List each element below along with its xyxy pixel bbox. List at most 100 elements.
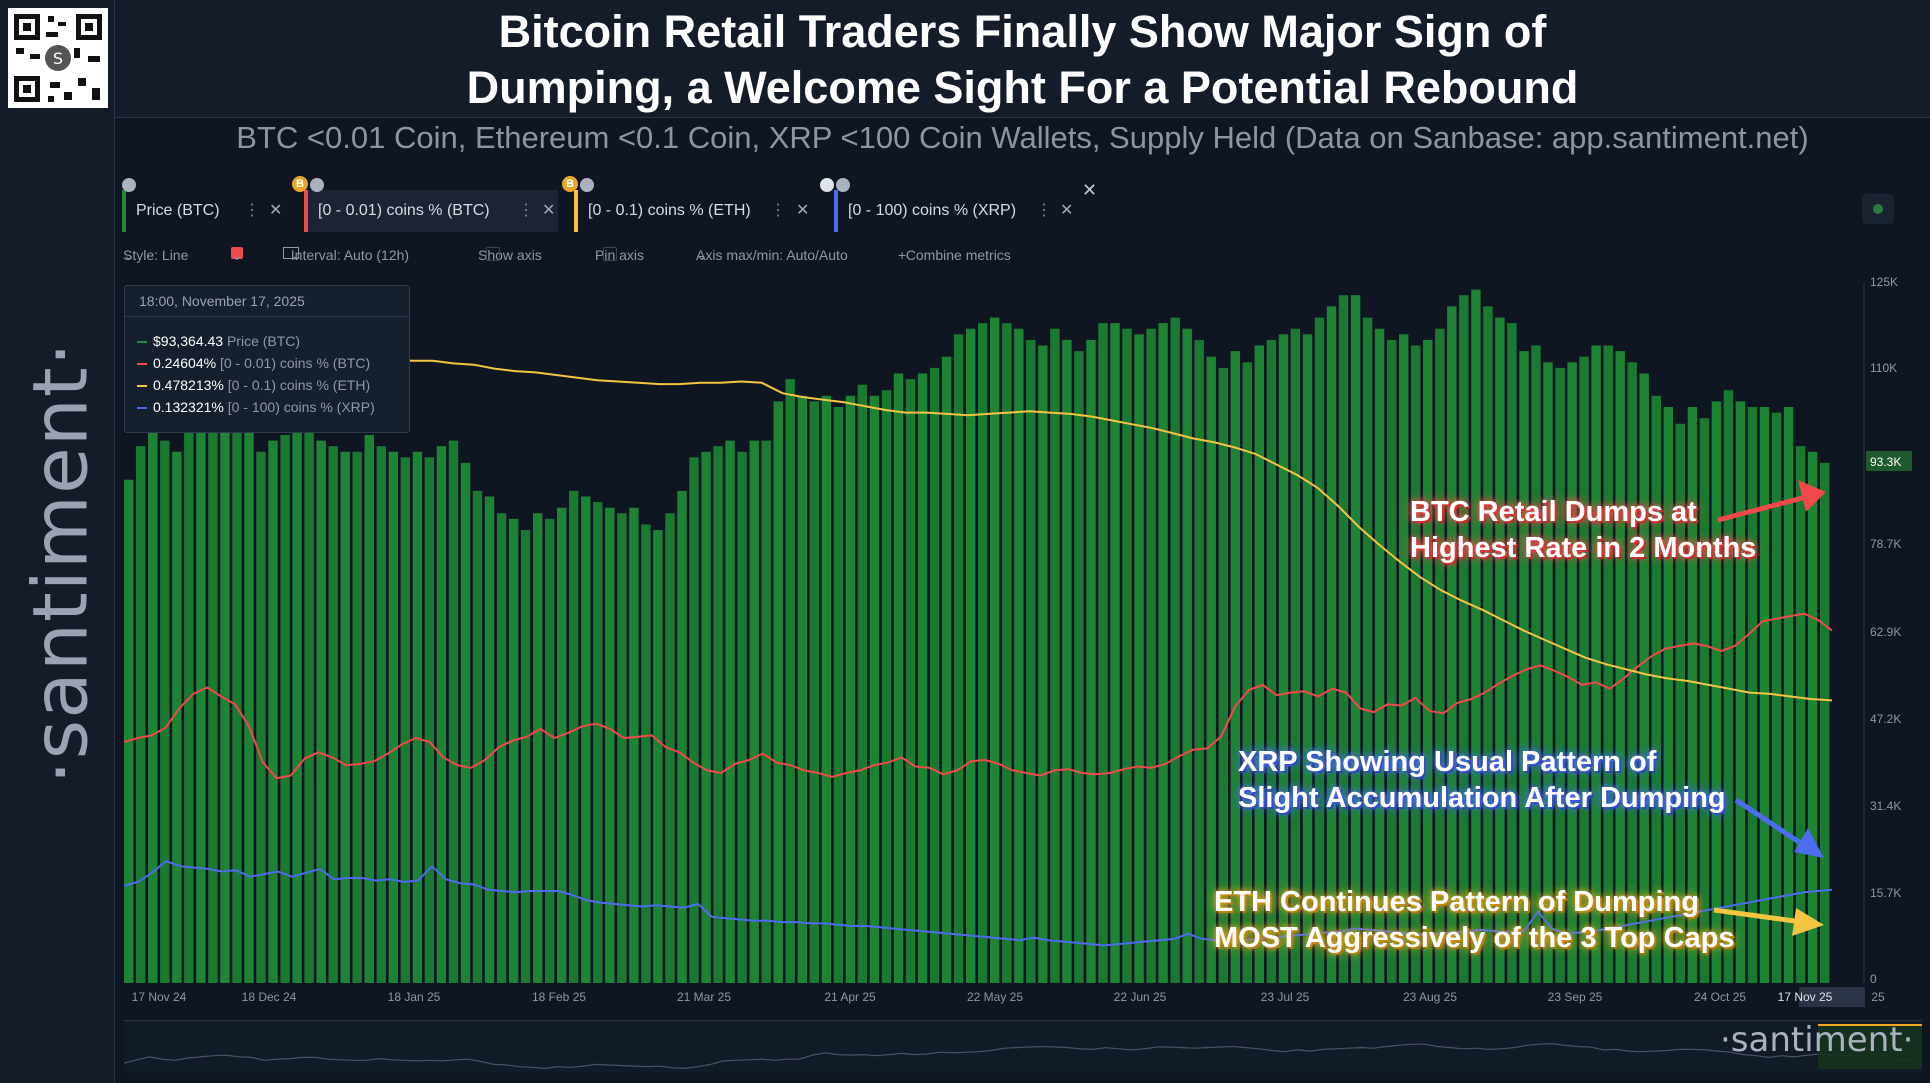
tab-eth-retail[interactable]: B [0 - 0.1) coins % (ETH) ⋮ ✕: [562, 176, 818, 232]
eth-coin-icon: B: [562, 176, 578, 192]
price-bar: [1807, 451, 1818, 983]
price-bar: [941, 356, 952, 983]
tooltip-row-xrp: 0.132321% [0 - 100) coins % (XRP): [137, 399, 375, 415]
interval-select[interactable]: Interval: Auto (12h) ⌄: [283, 247, 409, 263]
price-bar: [1338, 295, 1349, 983]
close-icon[interactable]: ✕: [796, 202, 810, 219]
annotation-xrp: XRP Showing Usual Pattern of Slight Accu…: [1238, 744, 1726, 816]
price-bar: [749, 440, 759, 984]
price-bar: [629, 507, 639, 983]
price-bar: [1423, 339, 1433, 983]
price-bar: [569, 490, 579, 983]
navigator-window[interactable]: [1818, 1025, 1922, 1069]
x-tick-label: 23 Aug 25: [1403, 990, 1457, 1004]
price-bar: [893, 373, 904, 983]
price-bar: [869, 395, 880, 983]
price-bar: [1591, 345, 1601, 983]
checkbox[interactable]: [485, 247, 500, 261]
navigator[interactable]: [123, 1020, 1923, 1073]
price-bar: [1014, 328, 1024, 983]
price-bar: [1507, 323, 1517, 984]
price-bar: [1567, 362, 1577, 983]
tooltip-date: 18:00, November 17, 2025: [139, 293, 305, 309]
price-bar: [1435, 328, 1445, 983]
x-axis: 17 Nov 24 18 Dec 24 18 Jan 25 18 Feb 25 21 M…: [132, 987, 1885, 1007]
price-bar: [881, 390, 892, 983]
price-bar: [340, 451, 350, 983]
close-icon[interactable]: ✕: [269, 202, 283, 219]
brand-watermark: ·santiment·: [1720, 1020, 1914, 1060]
close-icon[interactable]: ✕: [542, 202, 556, 219]
annotation-line: BTC Retail Dumps at: [1410, 496, 1697, 528]
x-tick-label: 23 Sep 25: [1548, 990, 1603, 1004]
price-bar: [845, 395, 856, 983]
lock-icon: [580, 178, 594, 192]
qr-code: S: [8, 8, 108, 108]
tab-xrp-retail[interactable]: [0 - 100) coins % (XRP) ⋮ ✕: [820, 178, 1084, 232]
price-bar: [1519, 351, 1529, 984]
y-axis: 125K 110K 93.3K 78.7K 62.9K 47.2K 31.4K 15.7K 0: [1863, 275, 1912, 986]
series-line: [123, 860, 1833, 947]
x-tick-label: 18 Feb 25: [532, 990, 586, 1004]
price-bar: [496, 513, 507, 983]
style-label: Style: Line: [123, 247, 189, 263]
price-bar: [1110, 323, 1120, 984]
tab-label: Price (BTC): [136, 202, 220, 219]
tab-label: [0 - 0.1) coins % (ETH): [588, 202, 751, 219]
price-bar: [713, 446, 723, 983]
price-bar: [1218, 367, 1228, 983]
eth-arrow-line: [1713, 907, 1803, 925]
price-bar: [1098, 323, 1108, 984]
y-tick-label: 125K: [1870, 275, 1898, 289]
price-bar: [232, 418, 242, 983]
price-bar: [1747, 407, 1758, 983]
price-bar: [268, 440, 278, 984]
tab-price-btc[interactable]: Price (BTC) ⋮ ✕: [122, 178, 283, 232]
annotation-line: MOST Aggressively of the 3 Top Caps: [1214, 922, 1735, 954]
more-icon[interactable]: ⋮: [1036, 202, 1052, 219]
price-bar: [1050, 328, 1060, 983]
x-tick-label: 17 Nov 24: [132, 990, 187, 1004]
x-tick-label: 21 Apr 25: [824, 990, 876, 1004]
price-bar: [833, 407, 844, 983]
more-icon[interactable]: ⋮: [770, 202, 786, 219]
tab-label: [0 - 100) coins % (XRP): [848, 202, 1017, 219]
price-bar: [1783, 407, 1794, 983]
tooltip-row-eth: 0.478213% [0 - 0.1) coins % (ETH): [137, 377, 370, 393]
price-bar: [1675, 423, 1685, 983]
price-bar: [917, 373, 928, 983]
price-bar: [1531, 345, 1541, 983]
calendar-icon: [283, 247, 299, 259]
close-all-icon[interactable]: ✕: [1082, 180, 1098, 200]
price-bar: [797, 395, 807, 983]
subtitle: BTC <0.01 Coin, Ethereum <0.1 Coin, XRP …: [236, 120, 1809, 155]
close-icon[interactable]: ✕: [1060, 202, 1074, 219]
more-icon[interactable]: ⋮: [518, 202, 534, 219]
lock-icon: [122, 178, 136, 192]
pin-axis-label: Pin axis: [595, 247, 645, 263]
price-bar: [1158, 323, 1168, 984]
price-bar: [1687, 407, 1698, 983]
price-bar: [545, 518, 555, 983]
tab-btc-retail[interactable]: B [0 - 0.01) coins % (BTC) ⋮ ✕: [292, 176, 558, 232]
price-bar: [821, 395, 831, 983]
price-bar: [424, 457, 435, 983]
price-bar: [1699, 418, 1710, 983]
combine-metrics-button[interactable]: + Combine metrics: [898, 247, 1011, 263]
show-axis-toggle[interactable]: Show axis: [478, 247, 542, 263]
price-bar: [1447, 306, 1457, 983]
price-bar: [557, 507, 567, 983]
price-bar: [1387, 339, 1397, 983]
tooltip-row-btc: 0.24604% [0 - 0.01) coins % (BTC): [137, 355, 370, 371]
price-bar: [1771, 412, 1782, 984]
price-bar: [184, 429, 194, 983]
status-dot-icon: [1873, 204, 1883, 214]
chevron-down-icon: ⌄: [231, 247, 243, 263]
price-bar: [1062, 339, 1072, 983]
pin-axis-toggle[interactable]: Pin axis: [595, 247, 644, 263]
more-icon[interactable]: ⋮: [244, 202, 260, 219]
checkbox[interactable]: [602, 247, 617, 261]
chevron-down-icon: ⌄: [123, 247, 135, 263]
y-tick-label: 110K: [1870, 361, 1897, 375]
price-bar: [1759, 407, 1770, 983]
